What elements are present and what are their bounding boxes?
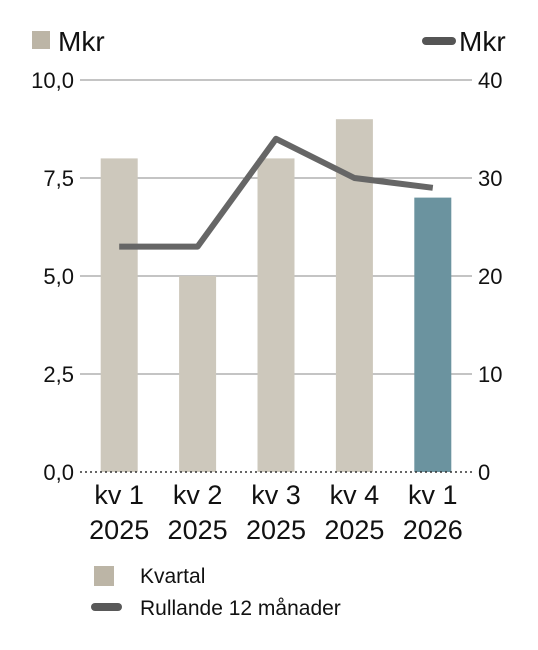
category-label-2: kv 2 2025: [168, 480, 228, 545]
bar-3: [257, 158, 295, 472]
category-year: 2025: [246, 515, 306, 545]
bars: [100, 119, 452, 472]
category-quarter: kv 1: [408, 480, 458, 510]
left-tick-label: 10,0: [31, 68, 74, 93]
category-quarter: kv 1: [94, 480, 144, 510]
right-tick-label: 20: [478, 264, 502, 289]
left-unit-swatch: [32, 31, 50, 49]
category-quarter: kv 2: [173, 480, 223, 510]
category-quarter: kv 3: [251, 480, 301, 510]
left-tick-label: 7,5: [43, 166, 74, 191]
category-year: 2025: [324, 515, 384, 545]
category-labels: kv 1 2025 kv 2 2025 kv 3 2025 kv 4 2025 kv 1 2026: [89, 480, 463, 545]
rolling-12-line: [119, 135, 434, 250]
category-year: 2025: [168, 515, 228, 545]
rolling-line-series: [119, 135, 434, 250]
right-tick-label: 40: [478, 68, 502, 93]
right-tick-label: 30: [478, 166, 502, 191]
category-label-3: kv 3 2025: [246, 480, 306, 545]
left-unit-label: Mkr: [58, 26, 105, 57]
bar-2: [179, 276, 217, 472]
left-axis-ticks: 10,0 7,5 5,0 2,5 0,0: [31, 68, 74, 485]
category-year: 2026: [403, 515, 463, 545]
category-quarter: kv 4: [330, 480, 380, 510]
category-label-4: kv 4 2025: [324, 480, 384, 545]
right-tick-label: 10: [478, 362, 502, 387]
category-label-5: kv 1 2026: [403, 480, 463, 545]
right-tick-label: 0: [478, 460, 490, 485]
left-tick-label: 2,5: [43, 362, 74, 387]
left-unit-legend: Mkr: [32, 26, 105, 57]
left-tick-label: 0,0: [43, 460, 74, 485]
legend-item-rullande: Rullande 12 månader: [91, 597, 341, 620]
legend-label-kvartal: Kvartal: [140, 565, 205, 588]
left-tick-label: 5,0: [43, 264, 74, 289]
legend-label-rullande: Rullande 12 månader: [140, 597, 341, 620]
right-unit-label: Mkr: [459, 26, 506, 57]
legend-item-kvartal: Kvartal: [94, 565, 205, 588]
bar-1: [100, 158, 138, 472]
category-year: 2025: [89, 515, 149, 545]
right-unit-legend: Mkr: [422, 26, 506, 57]
bar-5: [414, 197, 452, 472]
category-label-1: kv 1 2025: [89, 480, 149, 545]
right-axis-ticks: 40 30 20 10 0: [478, 68, 502, 485]
legend: Kvartal Rullande 12 månader: [91, 565, 341, 620]
legend-swatch-kvartal: [94, 566, 114, 586]
